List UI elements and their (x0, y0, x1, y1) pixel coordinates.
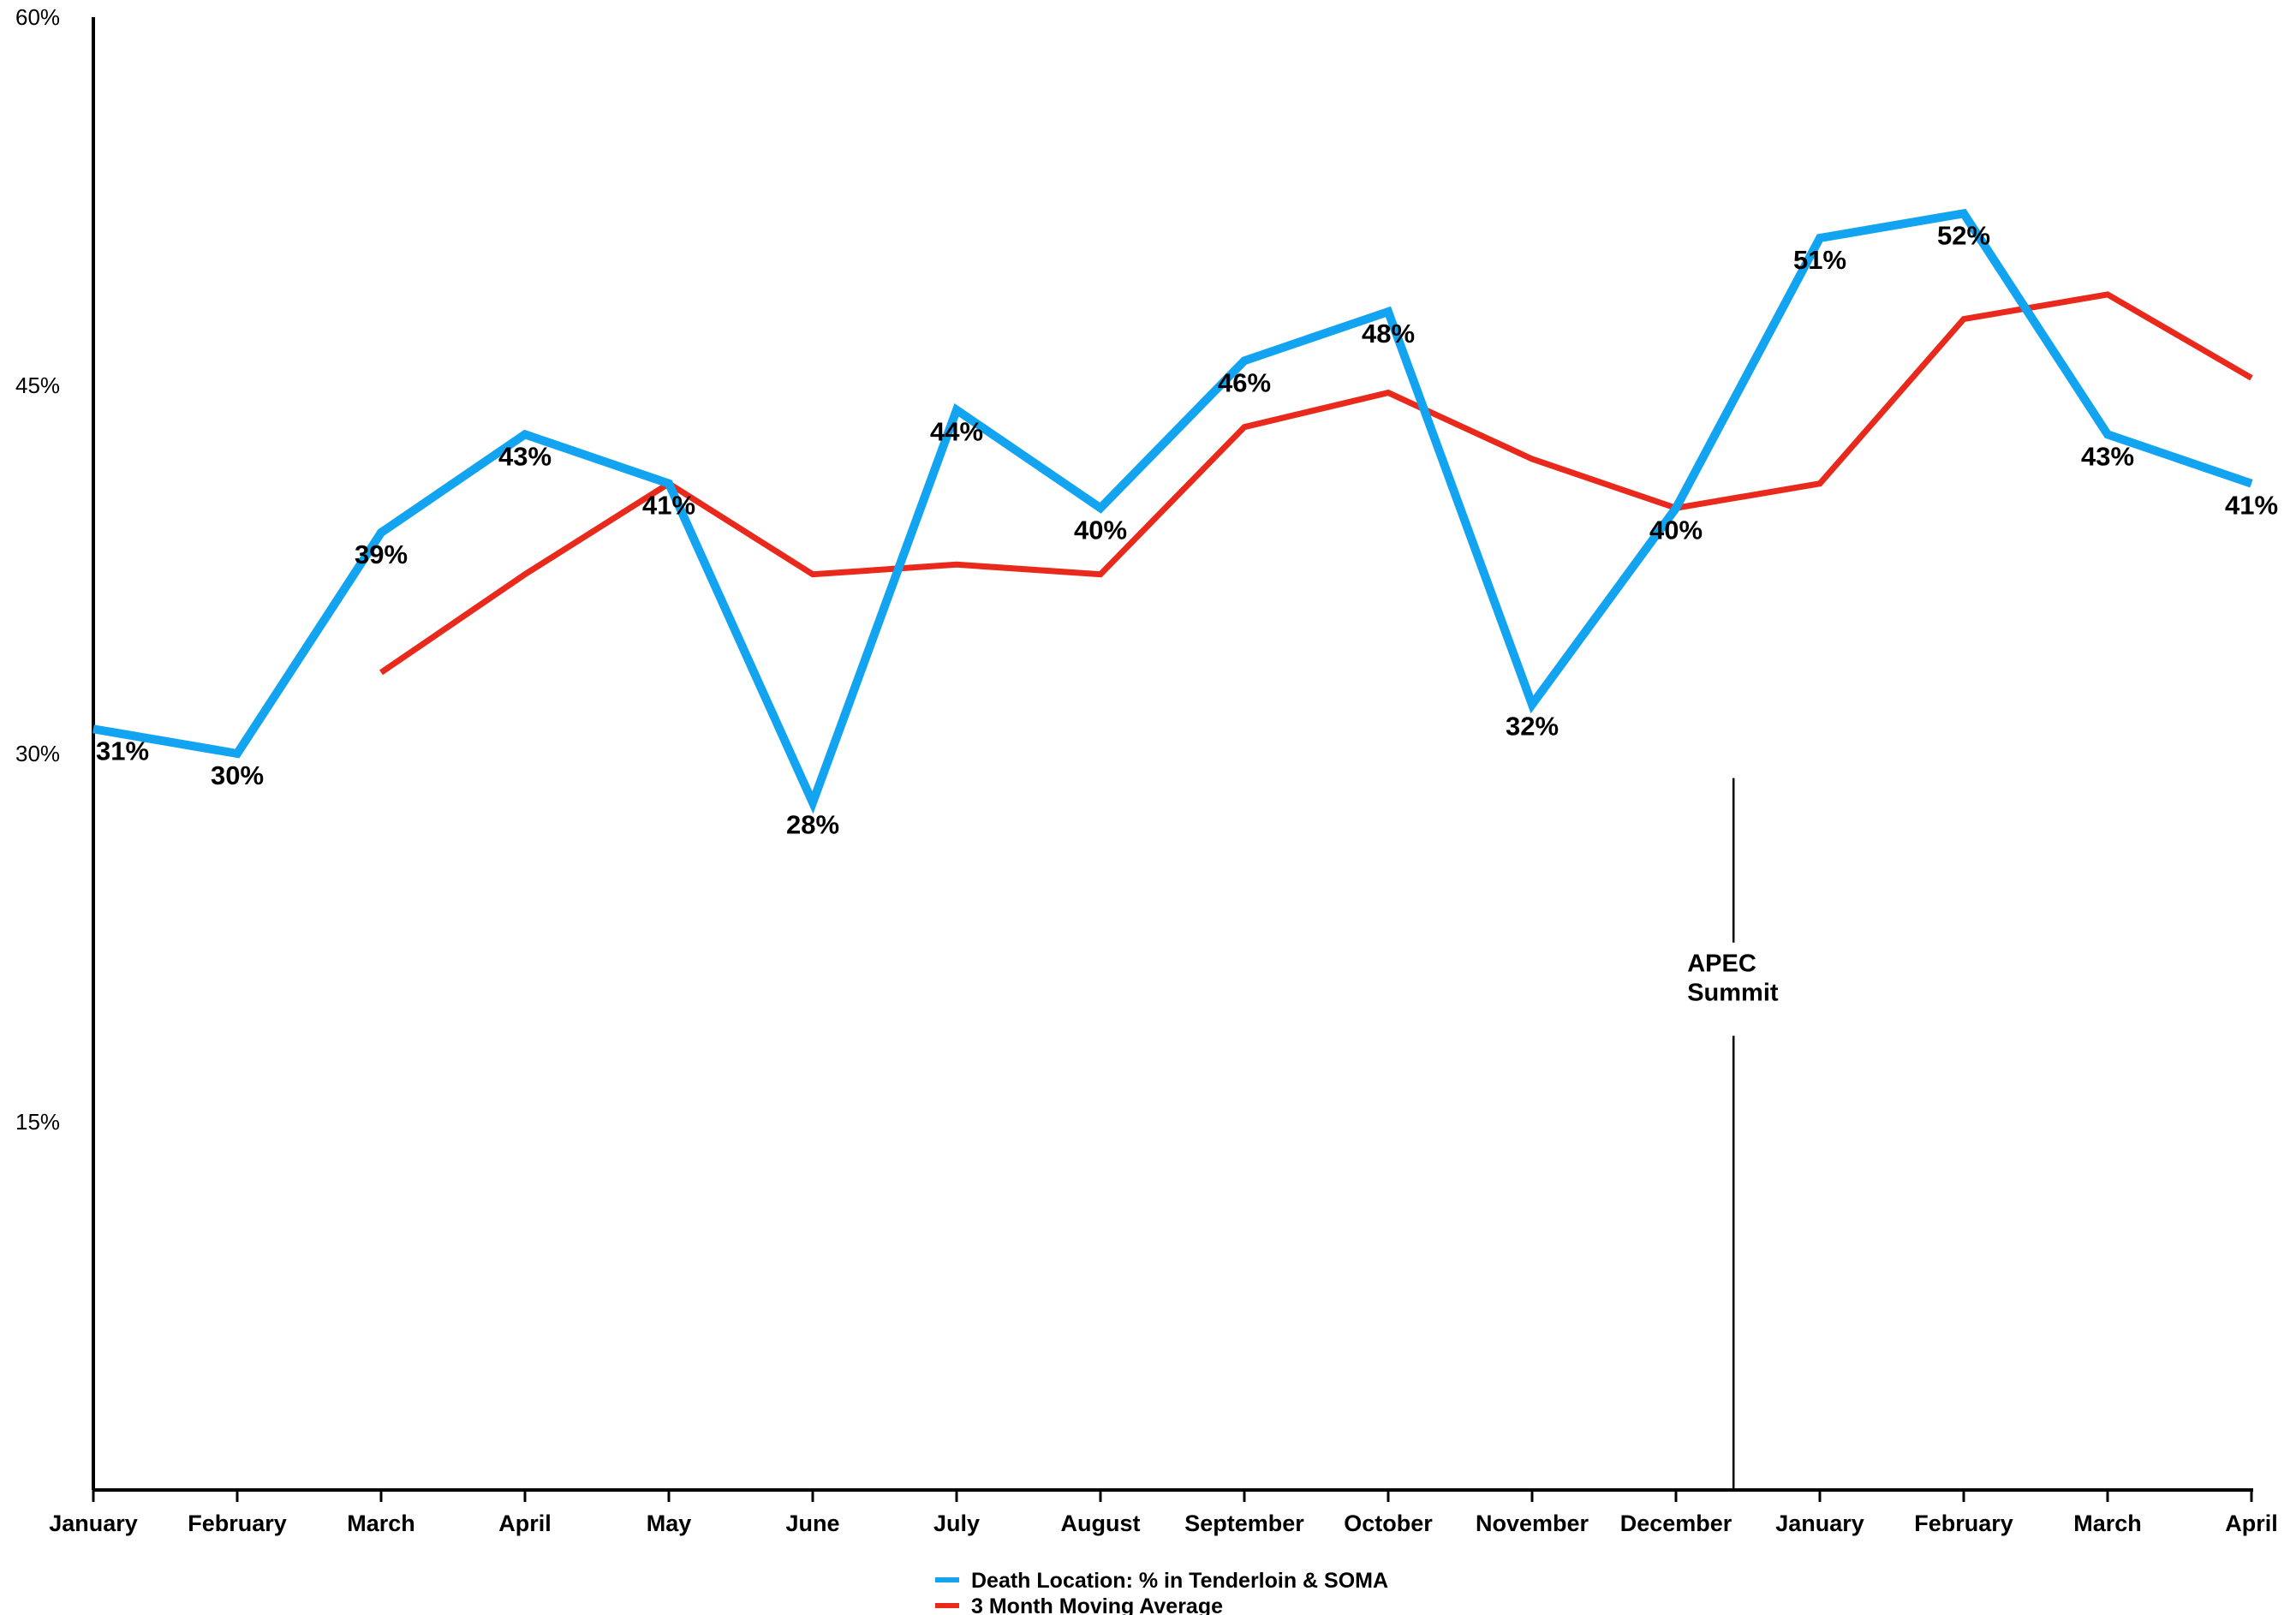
x-tick-label: March (347, 1511, 415, 1536)
x-tick-label: July (933, 1511, 980, 1536)
legend-label-death-location: Death Location: % in Tenderloin & SOMA (971, 1569, 1388, 1593)
data-label: 48% (1362, 319, 1415, 349)
x-tick-label: February (1914, 1511, 2013, 1536)
y-tick-label: 45% (15, 372, 60, 398)
y-tick-label: 30% (15, 741, 60, 766)
chart-axes (92, 17, 2253, 1492)
data-label: 30% (211, 760, 264, 790)
data-label: 51% (1793, 245, 1846, 275)
series-line-death-location (92, 208, 2253, 814)
x-tick-label: January (49, 1511, 138, 1536)
series-lines (92, 208, 2253, 814)
x-axis-ticks: January February March April May June July Augu… (49, 1490, 2278, 1536)
x-tick-label: February (188, 1511, 287, 1536)
x-tick-label: April (2225, 1511, 2278, 1536)
annotation-text-line1: APEC (1687, 950, 1756, 977)
data-label: 40% (1074, 515, 1127, 545)
data-label: 41% (642, 491, 695, 521)
x-tick-label: May (647, 1511, 692, 1536)
data-label: 46% (1218, 367, 1271, 397)
data-label: 39% (355, 539, 408, 569)
data-label: 43% (498, 441, 552, 471)
data-label: 41% (2225, 491, 2278, 521)
x-tick-label: September (1184, 1511, 1304, 1536)
annotation-text-line2: Summit (1687, 979, 1779, 1006)
data-label: 52% (1937, 220, 1990, 250)
x-tick-label: October (1344, 1511, 1433, 1536)
y-tick-label: 60% (15, 4, 60, 30)
x-tick-label: December (1620, 1511, 1732, 1536)
series-line-moving-average (379, 291, 2253, 676)
x-tick-label: August (1061, 1511, 1141, 1536)
y-axis-ticks: 15% 30% 45% 60% (15, 4, 60, 1135)
data-label: 28% (786, 809, 839, 839)
legend: Death Location: % in Tenderloin & SOMA3 … (935, 1569, 1388, 1615)
data-label: 31% (96, 736, 149, 766)
data-label: 44% (930, 417, 983, 447)
x-tick-label: November (1476, 1511, 1589, 1536)
x-tick-label: January (1775, 1511, 1864, 1536)
data-label: 32% (1506, 712, 1559, 742)
x-tick-label: April (498, 1511, 552, 1536)
y-tick-label: 15% (15, 1109, 60, 1135)
data-label: 40% (1649, 515, 1703, 545)
x-tick-label: March (2073, 1511, 2142, 1536)
legend-label-moving-average: 3 Month Moving Average (971, 1594, 1223, 1615)
x-tick-label: June (785, 1511, 839, 1536)
data-label: 43% (2081, 441, 2134, 471)
data-labels: 31% 30% 39% 43% 41% 28% 44% 40% 46% 48% 32% 40% 51% 5… (96, 220, 2278, 839)
